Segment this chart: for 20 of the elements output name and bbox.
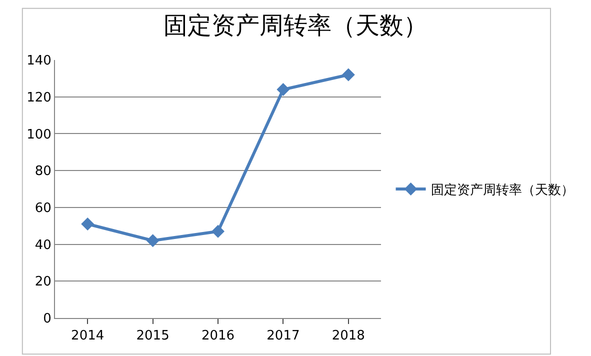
legend-label: 固定资产周转率（天数） [430,182,574,198]
x-tick-label: 2016 [201,328,235,344]
x-tick-label: 2015 [136,328,170,344]
x-tick-label: 2018 [332,328,365,344]
point [342,68,355,82]
chart-title: 固定资产周转率（天数） [164,11,428,40]
point [212,224,224,238]
point [146,234,160,248]
point [276,82,290,96]
y-tick-label: 40 [34,238,52,253]
x-tick-label: 2014 [71,328,104,344]
point [81,218,94,231]
y-tick-label: 0 [43,312,52,327]
y-tick-label: 60 [34,200,52,216]
y-tick-label: 100 [26,127,52,142]
y-tick-label: 140 [26,54,52,69]
x-tick-label: 2017 [266,328,300,344]
y-tick-label: 20 [34,274,52,290]
y-tick-label: 80 [34,164,52,180]
y-tick-label: 120 [26,90,52,106]
